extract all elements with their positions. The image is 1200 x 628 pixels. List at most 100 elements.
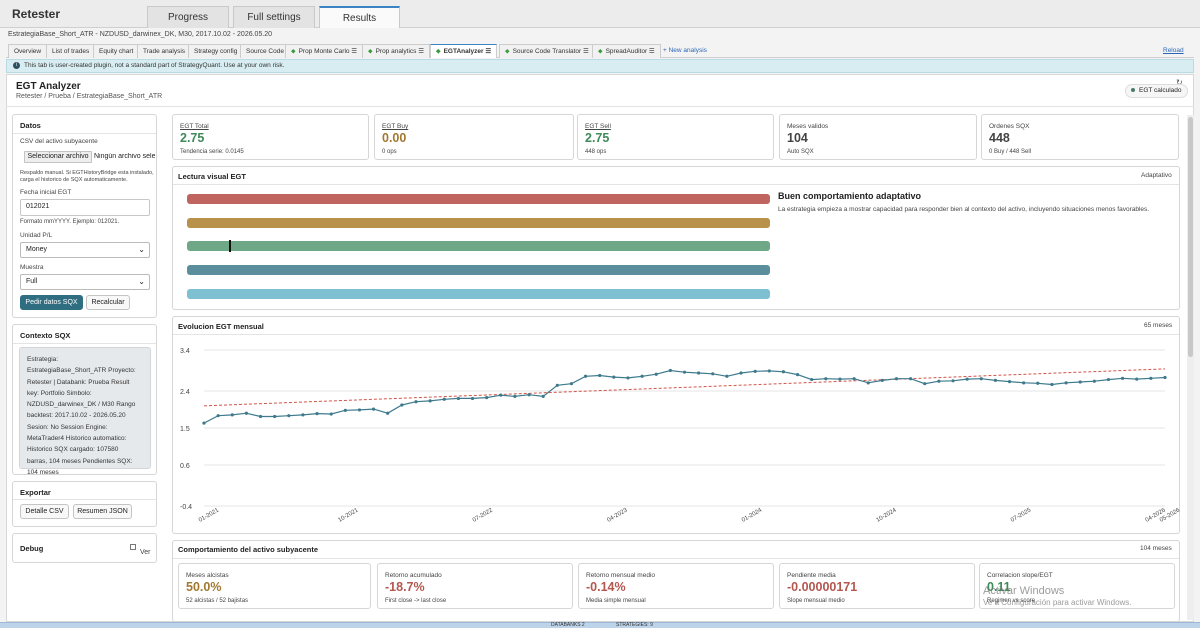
metric-sub: Tendencia serie: 0.0145 xyxy=(180,149,244,155)
subtab-egt-analyzer[interactable]: ⬥ EGTAnalyzer ☰ xyxy=(430,44,498,58)
egt-point xyxy=(810,377,814,382)
egt-point xyxy=(1078,380,1082,384)
egt-point xyxy=(725,374,729,378)
recalcular-button[interactable]: Recalcular xyxy=(86,295,130,310)
egt-point xyxy=(767,369,771,373)
egt-point xyxy=(880,378,884,382)
plugin-icon: ⬥ xyxy=(505,48,510,55)
detalle-csv-button[interactable]: Detalle CSV xyxy=(20,504,69,519)
context-line: MetaTrader4 Historico automatico: xyxy=(27,435,127,443)
refresh-icon[interactable]: ↻ xyxy=(1176,78,1183,87)
scrollbar-thumb[interactable] xyxy=(1188,117,1193,357)
egt-point xyxy=(598,373,602,378)
unidad-select[interactable]: Money ⌄ xyxy=(20,242,150,258)
context-line: key: Portfolio Simbolo: xyxy=(27,389,92,397)
subtab-label: Prop Monte Carlo ☰ xyxy=(298,48,358,55)
egt-point xyxy=(273,414,277,419)
egt-point xyxy=(400,403,404,407)
egt-point xyxy=(866,381,870,385)
new-analysis-link[interactable]: + New analysis xyxy=(663,47,707,54)
status-badge-label: EGT calculado xyxy=(1139,87,1182,94)
divider xyxy=(173,558,1179,559)
subtab-spread-auditor[interactable]: ⬥ SpreadAuditor ☰ xyxy=(592,44,661,58)
subtab-label: EGTAnalyzer ☰ xyxy=(443,48,492,55)
reload-link[interactable]: Reload xyxy=(1163,47,1184,54)
egt-point xyxy=(1050,382,1054,387)
plugin-icon: ⬥ xyxy=(368,48,373,55)
context-line: Historico SQX cargado: 107580 xyxy=(27,446,119,454)
subtab-prop-monte-carlo[interactable]: ⬥ Prop Monte Carlo ☰ xyxy=(285,44,364,58)
egt-point xyxy=(1007,380,1012,384)
egt-marker xyxy=(229,240,231,252)
subtab-prop-analytics[interactable]: ⬥ Prop analytics ☰ xyxy=(362,44,431,58)
fecha-input[interactable]: 012021 xyxy=(20,199,150,216)
egt-point xyxy=(668,368,672,373)
egt-point xyxy=(569,382,574,386)
muestra-select[interactable]: Full ⌄ xyxy=(20,274,150,290)
app-topbar: Retester Progress Full settings Results xyxy=(0,0,1200,28)
asset-metric-card: Meses alcistas 50.0% 52 alcistas / 52 ba… xyxy=(178,563,371,609)
tab-full-settings[interactable]: Full settings xyxy=(233,6,315,28)
egt-point xyxy=(682,370,687,374)
subtab-source-code-translator[interactable]: ⬥ Source Code Translator ☰ xyxy=(499,44,595,58)
subtab-strategy-config[interactable]: Strategy config xyxy=(188,44,244,58)
egt-point xyxy=(329,412,333,416)
metric-card-egt-sell: EGT Sell 2.75 448 ops xyxy=(577,114,774,160)
fecha-label: Fecha inicial EGT xyxy=(20,189,72,196)
muestra-value: Full xyxy=(26,278,38,285)
metric-label: Retorno acumulado xyxy=(385,572,442,579)
egt-point xyxy=(499,393,503,397)
asset-metric-card: Retorno acumulado -18.7% First close -> … xyxy=(377,563,573,609)
resumen-json-button[interactable]: Resumen JSON xyxy=(73,504,132,519)
egt-point xyxy=(315,412,319,416)
metric-sub: Media simple mensual xyxy=(586,598,646,604)
datos-title: Datos xyxy=(20,121,41,130)
subtab-equity-chart[interactable]: Equity chart xyxy=(93,44,140,58)
databanks-label: DATABANKS 2 xyxy=(551,622,585,628)
trend-line xyxy=(203,368,1166,407)
debug-check-label: Ver xyxy=(140,549,151,556)
info-icon: i xyxy=(13,61,20,69)
watermark-sub: Ve a Configuración para activar Windows. xyxy=(983,598,1132,607)
egt-point xyxy=(216,414,220,418)
metric-value: -0.14% xyxy=(586,580,626,594)
egt-point xyxy=(909,377,913,381)
metric-label: Pendiente media xyxy=(787,572,836,579)
status-badge: EGT calculado xyxy=(1125,84,1188,98)
metric-label: Meses alcistas xyxy=(186,572,229,579)
subtab-overview[interactable]: Overview xyxy=(8,44,48,58)
egt-series-line xyxy=(203,369,1166,424)
debug-checkbox[interactable] xyxy=(130,544,136,550)
egt-point xyxy=(386,411,390,415)
subtab-trade-analysis[interactable]: Trade analysis xyxy=(137,44,192,58)
subtab-label: Prop analytics ☰ xyxy=(375,48,425,55)
egt-point xyxy=(781,370,786,374)
y-tick-label: 2.4 xyxy=(180,389,190,396)
subtab-source-code[interactable]: Source Code xyxy=(240,44,290,58)
lectura-tag: Adaptativo xyxy=(1141,172,1172,179)
x-tick-label: 10-2021 xyxy=(337,507,360,524)
breadcrumb: Retester / Prueba / EstrategiaBase_Short… xyxy=(16,93,163,100)
debug-title: Debug xyxy=(20,544,44,553)
scrollbar[interactable] xyxy=(1187,115,1194,620)
egt-point xyxy=(470,396,475,401)
status-dot-icon xyxy=(1131,88,1135,93)
egt-point xyxy=(795,373,800,377)
evolucion-card xyxy=(172,316,1180,534)
egt-point xyxy=(1022,381,1026,385)
divider xyxy=(173,184,1179,185)
watermark-title: Activar Windows xyxy=(983,585,1065,597)
context-line: Sesion: No Session Engine: xyxy=(27,423,108,431)
tab-progress[interactable]: Progress xyxy=(147,6,229,28)
evolucion-months: 65 meses xyxy=(1144,322,1173,329)
chevron-down-icon: ⌄ xyxy=(138,245,145,254)
tab-results[interactable]: Results xyxy=(319,6,400,28)
verdict-title: Buen comportamiento adaptativo xyxy=(778,191,922,201)
pedir-datos-button[interactable]: Pedir datos SQX xyxy=(20,295,83,310)
egt-point xyxy=(739,371,743,375)
egt-band xyxy=(187,194,770,204)
subtab-list-of-trades[interactable]: List of trades xyxy=(46,44,96,58)
egt-point xyxy=(1149,376,1153,380)
select-file-button[interactable]: Seleccionar archivo xyxy=(24,151,92,163)
context-line: backtest: 2017.10.02 - 2026.05.20 xyxy=(27,412,126,420)
